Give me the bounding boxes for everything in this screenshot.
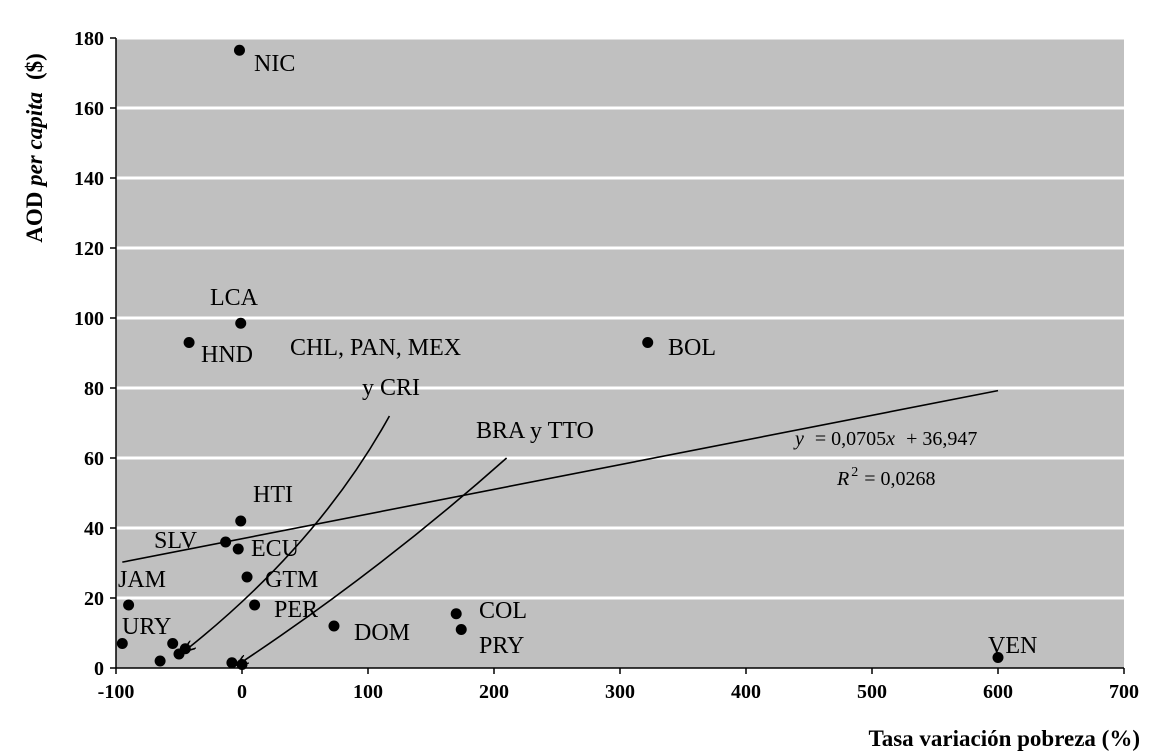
r-squared-value: = 0,0268 [864, 468, 935, 490]
data-point [235, 317, 247, 329]
x-tick-label: 100 [353, 681, 383, 703]
equation-x-symbol: x [885, 428, 895, 450]
label-col: COL [479, 598, 527, 624]
trendline-group [122, 389, 999, 563]
label-hti: HTI [253, 482, 293, 508]
equation-intercept: + 36,947 [906, 428, 977, 450]
label-ven: VEN [988, 633, 1037, 659]
regression-equation: y = 0,0705x + 36,947 [793, 428, 977, 450]
x-tick-label: 300 [605, 681, 635, 703]
r-squared-symbol: R [836, 468, 849, 490]
data-point [123, 599, 135, 611]
x-tick-label: -100 [98, 681, 135, 703]
label-chl-group-line2: y CRI [362, 375, 420, 401]
data-point [249, 599, 261, 611]
data-point [233, 44, 245, 56]
y-axis-title: AOD per capita ($) [22, 53, 47, 243]
label-bol: BOL [668, 335, 716, 361]
y-tick-label: 120 [74, 238, 104, 260]
data-point [232, 543, 244, 555]
y-tick-label: 80 [84, 378, 104, 400]
label-chl-group-line1: CHL, PAN, MEX [290, 335, 461, 361]
label-dom: DOM [354, 620, 410, 646]
x-tick-label: 200 [479, 681, 509, 703]
annotation-arrow [185, 415, 391, 651]
data-point [183, 337, 195, 348]
data-point [328, 620, 340, 632]
x-axis-title: Tasa variación pobreza (%) [868, 726, 1140, 751]
y-tick-label: 180 [74, 28, 104, 50]
y-axis-title-prefix: AOD [22, 186, 47, 243]
x-tick-label: 600 [983, 681, 1013, 703]
data-point [173, 648, 185, 660]
equation-slope: = 0,0705 [815, 428, 886, 450]
r-squared: R 2 = 0,0268 [836, 465, 936, 490]
label-gtm: GTM [265, 567, 318, 593]
data-point [642, 337, 654, 348]
plot-area [116, 38, 1124, 668]
label-lca: LCA [210, 285, 259, 311]
x-tick-label: 700 [1109, 681, 1139, 703]
y-axis-title-italic: per capita [22, 92, 47, 188]
data-point [455, 624, 467, 635]
data-point [992, 652, 1004, 663]
data-point [154, 655, 166, 667]
data-point [226, 657, 238, 669]
data-point [167, 638, 179, 649]
data-point [235, 515, 247, 527]
y-tick-label: 160 [74, 98, 104, 120]
label-bra-group: BRA y TTO [476, 418, 594, 444]
points-group [116, 44, 1004, 670]
trendline [122, 389, 999, 563]
x-tick-label: 500 [857, 681, 887, 703]
r-squared-exponent: 2 [851, 465, 858, 480]
label-pry: PRY [479, 633, 524, 659]
label-hnd: HND [201, 342, 253, 368]
label-nic: NIC [254, 51, 295, 77]
y-tick-label: 0 [94, 658, 104, 680]
y-tick-label: 140 [74, 168, 104, 190]
y-axis-title-unit: ($) [22, 53, 47, 80]
x-tick-label: 400 [731, 681, 761, 703]
y-tick-label: 20 [84, 588, 104, 610]
data-point [116, 638, 128, 649]
data-point [241, 571, 253, 583]
y-tick-label: 60 [84, 448, 104, 470]
label-ury: URY [122, 614, 171, 640]
y-tick-label: 40 [84, 518, 104, 540]
data-point [236, 659, 248, 670]
y-tick-label: 100 [74, 308, 104, 330]
grid-lines [116, 36, 1124, 600]
equation-y-symbol: y [793, 428, 804, 450]
label-per: PER [274, 597, 318, 623]
annotation-arrow [238, 457, 508, 665]
x-tick-label: 0 [237, 681, 247, 703]
label-ecu: ECU [251, 536, 299, 562]
data-point [450, 608, 462, 620]
label-slv: SLV [154, 528, 198, 554]
label-jam: JAM [118, 567, 166, 593]
arrows-group [185, 415, 508, 665]
data-point [220, 536, 232, 548]
